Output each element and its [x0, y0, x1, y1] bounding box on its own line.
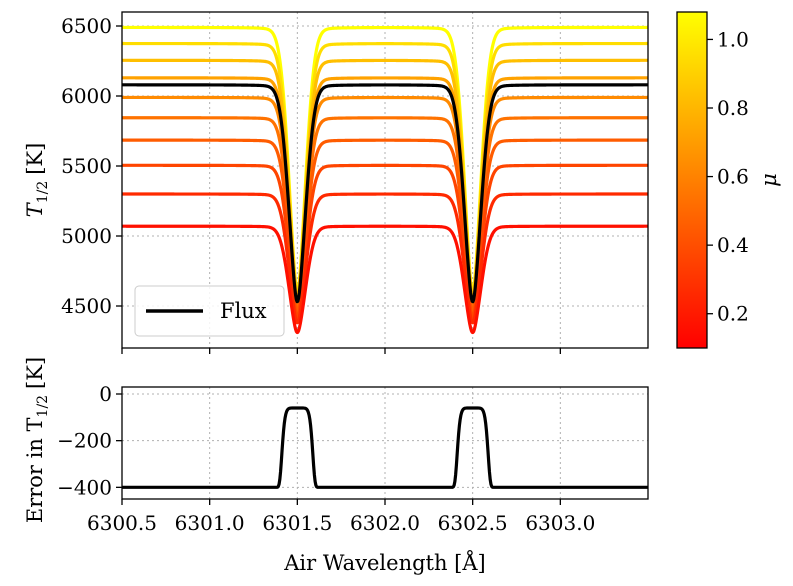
colorbar-tick-label: 0.8	[717, 96, 749, 120]
top-ytick-label: 6000	[61, 84, 112, 108]
top-series-line	[122, 58, 648, 300]
bottom-yticks: −400 −200 0	[57, 382, 122, 499]
top-ylabel-sub: 1/2	[35, 181, 51, 204]
bottom-xtick-label: 6301.5	[262, 511, 332, 535]
colorbar-tick-label: 0.4	[717, 233, 749, 257]
legend-box	[134, 285, 285, 337]
bottom-xtick-label: 6300.5	[87, 511, 157, 535]
top-series-line	[122, 41, 648, 297]
bottom-ytick-label: −400	[57, 475, 112, 499]
top-series-line	[122, 138, 648, 314]
legend: Flux	[134, 285, 285, 337]
bottom-ylabel-main: Error in T	[23, 417, 47, 523]
top-series-line	[122, 224, 648, 335]
top-series-line	[122, 25, 648, 294]
bottom-ylabel-sub: 1/2	[35, 395, 51, 418]
colorbar: 0.2 0.4 0.6 0.8 1.0 μ	[676, 11, 781, 349]
top-ytick-label: 5500	[61, 154, 112, 178]
bottom-lines	[122, 406, 648, 489]
bottom-ylabel: Error in T1/2 [K]	[23, 357, 51, 523]
colorbar-ticks: 0.2 0.4 0.6 0.8 1.0	[707, 27, 749, 326]
bottom-xticks: 6300.5 6301.0 6301.5 6302.0 6302.5 6303.0	[87, 499, 595, 535]
colorbar-tick-label: 0.2	[717, 302, 749, 326]
bottom-xtick-label: 6301.0	[175, 511, 245, 535]
legend-flux-label: Flux	[220, 299, 267, 323]
top-xticks	[121, 348, 561, 354]
colorbar-label: μ	[757, 173, 781, 187]
bottom-ytick-label: −200	[57, 429, 112, 453]
top-series-line	[122, 192, 648, 325]
bottom-error-line	[122, 406, 648, 489]
bottom-ylabel-unit: [K]	[23, 357, 47, 389]
bottom-xtick-label: 6302.0	[350, 511, 420, 535]
top-lines	[122, 25, 648, 335]
top-series-line	[122, 163, 648, 319]
top-series-line	[122, 76, 648, 302]
top-panel: 4500 5000 5500 6000 6500 Flux T1/2 [K]	[23, 11, 649, 354]
colorbar-gradient	[676, 11, 708, 349]
top-series-line	[122, 95, 648, 307]
bottom-xtick-label: 6302.5	[438, 511, 508, 535]
bottom-panel: −400 −200 0 6300.5 6301.0 6301.5 6302.0 6302.5…	[23, 357, 649, 575]
bottom-xtick-label: 6303.0	[525, 511, 595, 535]
top-ytick-label: 6500	[61, 14, 112, 38]
top-ytick-label: 5000	[61, 224, 112, 248]
x-axis-label: Air Wavelength [Å]	[283, 550, 485, 575]
top-ylabel-main: T	[23, 201, 47, 217]
top-ylabel-unit: [K]	[23, 143, 47, 175]
top-ylabel: T1/2 [K]	[23, 143, 51, 218]
bottom-grid	[121, 387, 648, 499]
colorbar-tick-label: 0.6	[717, 165, 749, 189]
bottom-ytick-label: 0	[99, 382, 112, 406]
top-ytick-label: 4500	[61, 294, 112, 318]
colorbar-tick-label: 1.0	[717, 27, 749, 51]
top-series-line	[122, 83, 648, 304]
top-yticks: 4500 5000 5500 6000 6500	[61, 14, 122, 318]
top-series-line	[122, 116, 648, 309]
